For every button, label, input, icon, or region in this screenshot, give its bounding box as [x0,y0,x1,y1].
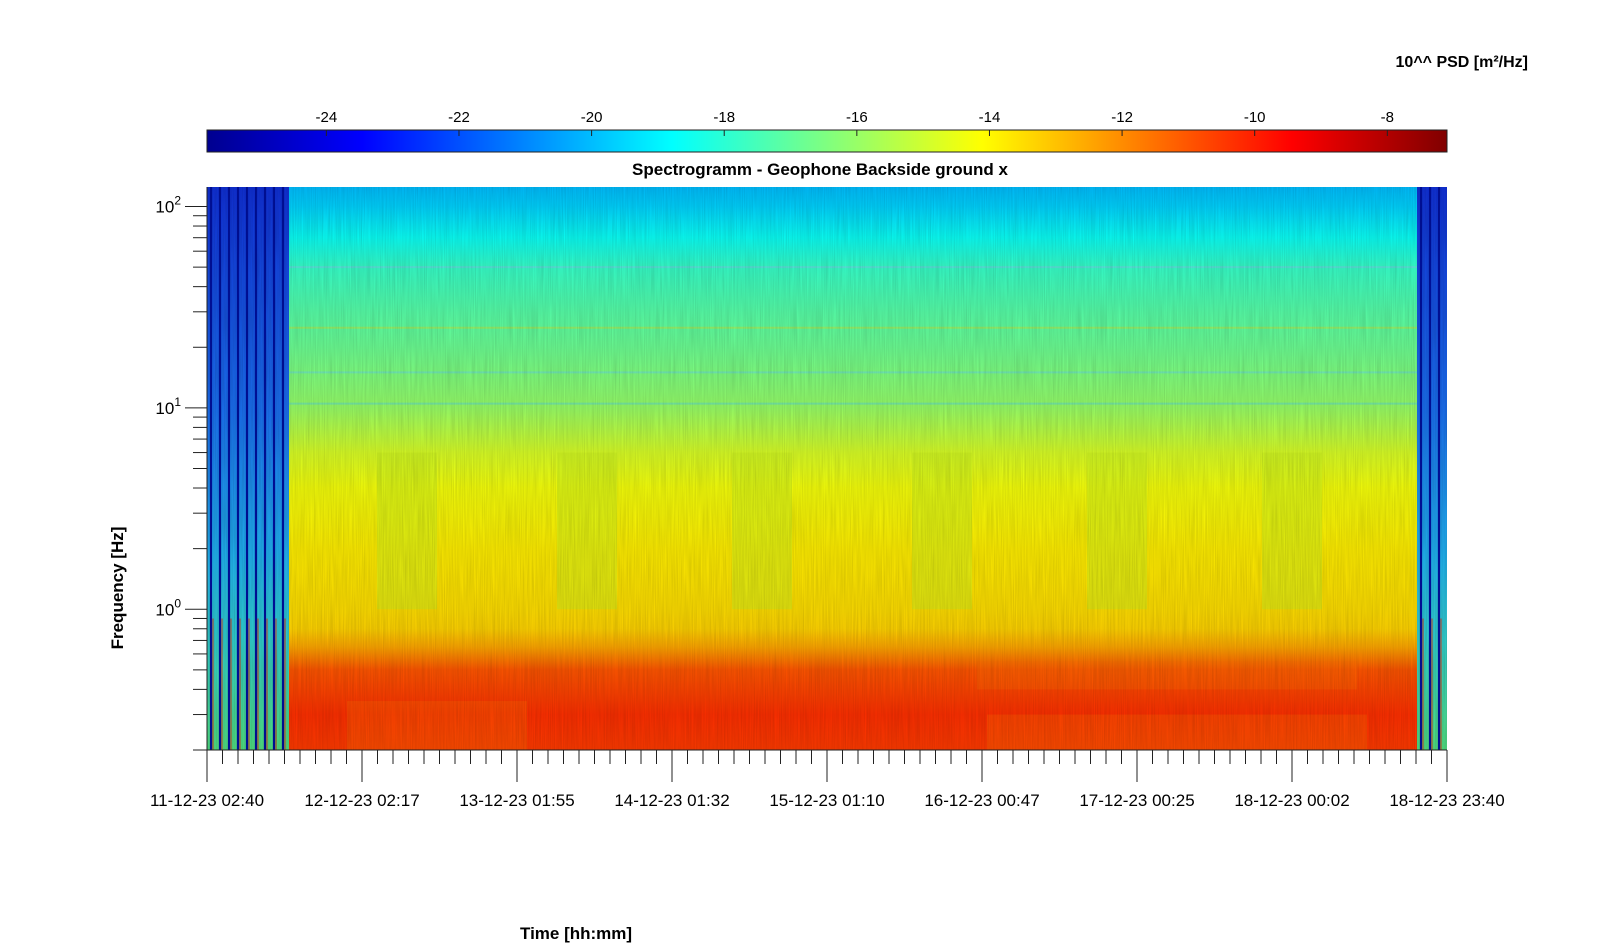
colorbar-tick-label: -16 [846,109,868,126]
colorbar: -24 -22 -20 -18 -16 -14 -12 -10 -8 [206,109,1448,153]
colorbar-tick-label: -18 [713,109,735,126]
x-tick-label: 17-12-23 00:25 [1079,791,1194,810]
x-tick-label: 13-12-23 01:55 [459,791,574,810]
y-tick-label: 101 [155,395,181,418]
colorbar-tick-label: -20 [581,109,603,126]
colorbar-tick-label: -8 [1381,109,1394,126]
y-tick-label: 100 [155,596,181,619]
x-tick-label: 15-12-23 01:10 [769,791,884,810]
colorbar-tick-label: -12 [1111,109,1133,126]
colorbar-tick-label: -24 [316,109,338,126]
chart-title: Spectrogramm - Geophone Backside ground … [632,160,1008,179]
colorbar-tick-label: -22 [448,109,470,126]
x-tick-label: 14-12-23 01:32 [614,791,729,810]
x-tick-label: 18-12-23 00:02 [1234,791,1349,810]
colorbar-label: 10^^ PSD [m²/Hz] [1395,54,1528,71]
x-tick-label: 16-12-23 00:47 [924,791,1039,810]
y-tick-label: 102 [155,194,181,217]
x-axis-title: Time [hh:mm] [520,924,633,943]
spectrogram-plot [207,187,1447,750]
axes: 100 101 102 11-12-23 02:40 12-12-23 02:17 13-… [150,187,1505,810]
y-axis-title: Frequency [Hz] [108,526,127,650]
x-tick-label: 12-12-23 02:17 [304,791,419,810]
noise-texture [207,187,1447,750]
colorbar-tick-label: -10 [1244,109,1266,126]
colorbar-tick-label: -14 [979,109,1001,126]
colorbar-gradient [206,129,1448,153]
x-tick-label: 11-12-23 02:40 [150,791,264,810]
x-tick-label: 18-12-23 23:40 [1389,791,1504,810]
